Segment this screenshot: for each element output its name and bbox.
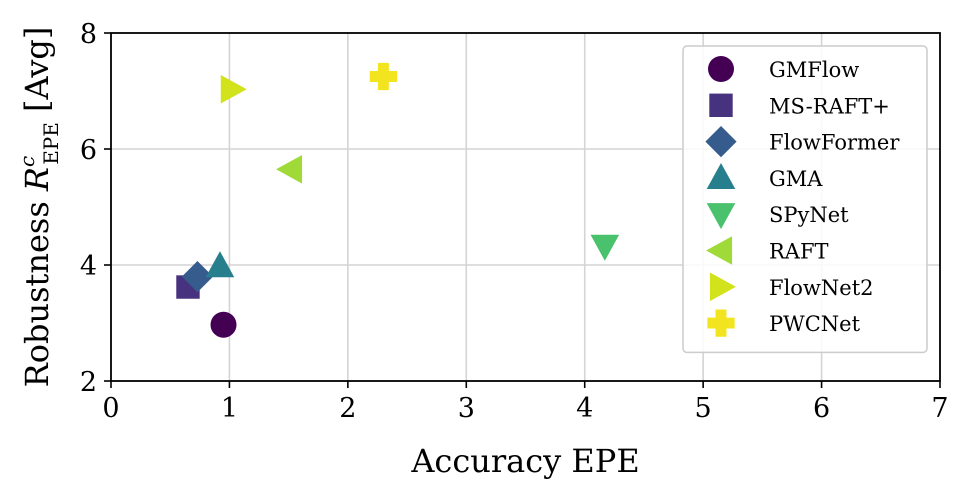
legend-item-pwcnet: PWCNet xyxy=(707,309,861,337)
legend-marker-gmflow xyxy=(708,56,734,82)
x-tick-label: 0 xyxy=(102,393,119,424)
legend-label: MS-RAFT+ xyxy=(769,94,890,118)
point-pwcnet xyxy=(369,62,398,91)
legend-box xyxy=(682,45,928,354)
legend-item-gma: GMA xyxy=(706,162,823,191)
x-tick-label: 6 xyxy=(813,393,830,424)
legend-item-gmflow: GMFlow xyxy=(708,56,859,82)
legend-label: RAFT xyxy=(769,240,829,264)
point-spynet xyxy=(590,234,620,261)
point-flowformer xyxy=(181,261,214,293)
point-raft xyxy=(276,155,303,184)
legend-item-flownet2: FlowNet2 xyxy=(709,272,874,302)
x-tick-label: 1 xyxy=(221,393,238,424)
y-axis-label-subscript: EPE xyxy=(39,122,63,165)
legend-item-ms-raft-: MS-RAFT+ xyxy=(709,93,890,118)
x-axis-label: Accuracy EPE xyxy=(410,442,639,480)
y-axis-label-prefix: Robustness xyxy=(18,191,56,387)
legend-marker-ms-raft- xyxy=(709,93,733,117)
legend-marker-flowformer xyxy=(705,126,737,158)
axis-ticks: 0 1 2 3 4 5 6 7 2 4 6 8 xyxy=(80,19,949,424)
x-tick-label: 7 xyxy=(931,393,948,424)
legend-marker-raft xyxy=(706,236,733,265)
y-axis-label-symbol: R xyxy=(18,167,56,192)
x-tick-label: 5 xyxy=(695,393,712,424)
point-gma xyxy=(205,251,235,278)
x-tick-label: 4 xyxy=(576,393,593,424)
x-tick-label: 2 xyxy=(339,393,356,424)
legend: GMFlow MS-RAFT+ FlowFormer GMA SPyNet RAFT Flo… xyxy=(682,45,928,354)
legend-item-spynet: SPyNet xyxy=(706,203,849,230)
y-tick-label: 8 xyxy=(80,19,97,50)
legend-label: GMA xyxy=(769,167,823,191)
point-flownet2 xyxy=(220,74,247,104)
legend-item-raft: RAFT xyxy=(706,236,829,265)
x-tick-label: 3 xyxy=(458,393,475,424)
legend-label: FlowFormer xyxy=(769,131,900,155)
legend-marker-flownet2 xyxy=(709,272,736,302)
legend-marker-gma xyxy=(706,162,736,189)
y-axis-label: Robustness RcEPE [Avg] xyxy=(15,27,63,388)
y-tick-label: 2 xyxy=(80,367,97,398)
legend-item-flowformer: FlowFormer xyxy=(705,126,900,158)
y-axis-label-superscript: c xyxy=(15,156,39,167)
y-tick-label: 4 xyxy=(80,251,97,282)
legend-marker-pwcnet xyxy=(707,309,735,337)
legend-label: PWCNet xyxy=(769,312,861,336)
plot-frame xyxy=(110,32,941,382)
legend-label: GMFlow xyxy=(769,58,859,82)
y-tick-label: 6 xyxy=(80,135,97,166)
y-axis-label-suffix: [Avg] xyxy=(18,27,56,123)
legend-label: FlowNet2 xyxy=(769,276,874,300)
data-points xyxy=(176,62,620,338)
point-gmflow xyxy=(210,311,237,338)
legend-marker-spynet xyxy=(706,203,736,230)
legend-label: SPyNet xyxy=(769,203,849,227)
